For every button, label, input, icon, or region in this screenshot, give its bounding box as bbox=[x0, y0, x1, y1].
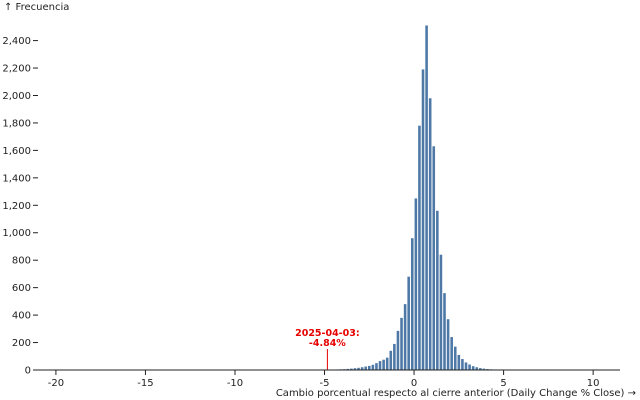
histogram-bar bbox=[371, 364, 375, 370]
histogram-bar bbox=[414, 198, 418, 370]
histogram-bar bbox=[403, 304, 407, 370]
histogram-bar bbox=[346, 368, 350, 370]
histogram-bar bbox=[407, 276, 410, 370]
histogram-bar bbox=[471, 366, 475, 370]
histogram-bar bbox=[375, 363, 378, 370]
histogram-bar bbox=[368, 365, 371, 370]
x-tick-label: -10 bbox=[227, 378, 243, 389]
y-axis-title: ↑ Frecuencia bbox=[4, 2, 69, 13]
y-tick-label: 2,200 bbox=[2, 64, 31, 75]
histogram-bar bbox=[461, 359, 464, 370]
histogram-bar bbox=[360, 367, 364, 370]
histogram-bar bbox=[453, 346, 457, 370]
y-tick-label: 600 bbox=[12, 283, 31, 294]
x-axis-title: Cambio porcentual respecto al cierre ant… bbox=[276, 388, 636, 399]
annotation-date-label: 2025-04-03: bbox=[295, 328, 360, 339]
x-tick-label: 10 bbox=[587, 378, 600, 389]
histogram-bar bbox=[389, 350, 393, 370]
histogram-bar bbox=[385, 357, 389, 370]
y-tick-label: 200 bbox=[12, 338, 31, 349]
histogram-bar bbox=[410, 238, 414, 370]
x-tick-label: 5 bbox=[500, 378, 506, 389]
y-tick-label: 1,000 bbox=[2, 228, 31, 239]
y-tick-label: 1,200 bbox=[2, 201, 31, 212]
x-axis: -20 -15 -10 -5 0 5 10 bbox=[38, 369, 620, 389]
y-tick-label: 400 bbox=[12, 311, 31, 322]
histogram-bar bbox=[421, 69, 425, 370]
histogram-bar bbox=[357, 367, 360, 370]
histogram-bar bbox=[396, 330, 400, 370]
y-tick-label: 0 bbox=[25, 366, 31, 377]
histogram-bar bbox=[450, 337, 453, 370]
x-tick-label: 0 bbox=[411, 378, 417, 389]
histogram-bar bbox=[446, 319, 450, 370]
histogram-bar bbox=[457, 354, 461, 370]
histogram-bar bbox=[400, 317, 403, 370]
histogram-bar bbox=[443, 293, 446, 370]
histogram-bar bbox=[378, 361, 382, 370]
histogram-bar bbox=[475, 367, 479, 370]
histogram-bar bbox=[418, 125, 421, 370]
y-tick-label: 1,600 bbox=[2, 146, 31, 157]
y-tick-label: 1,800 bbox=[2, 118, 31, 129]
annotation-value-label: -4.84% bbox=[309, 338, 346, 349]
histogram-bar bbox=[353, 368, 357, 370]
histogram-bar bbox=[436, 210, 439, 370]
histogram-bars bbox=[45, 25, 607, 371]
histogram-bar bbox=[350, 368, 353, 370]
histogram-bar bbox=[464, 362, 468, 370]
y-tick-label: 800 bbox=[12, 256, 31, 267]
histogram-bar bbox=[364, 366, 368, 370]
date-annotation: 2025-04-03: -4.84% bbox=[295, 328, 360, 370]
x-tick-label: -20 bbox=[48, 378, 64, 389]
y-axis: 0 200 400 600 800 1,000 1,200 1,400 1,600 1,800 2,… bbox=[2, 36, 38, 377]
histogram-bar bbox=[482, 368, 486, 370]
histogram-bar bbox=[479, 368, 482, 370]
histogram-bar bbox=[468, 364, 471, 370]
y-tick-label: 2,000 bbox=[2, 91, 31, 102]
histogram-bar bbox=[439, 254, 443, 370]
y-tick-label: 2,400 bbox=[2, 36, 31, 47]
histogram-bar bbox=[428, 98, 432, 370]
y-tick-label: 1,400 bbox=[2, 173, 31, 184]
histogram-bar bbox=[393, 343, 396, 370]
histogram-bar bbox=[432, 146, 436, 370]
histogram-bar bbox=[425, 25, 428, 370]
histogram-bar bbox=[382, 359, 385, 370]
x-tick-label: -5 bbox=[320, 378, 330, 389]
x-tick-label: -15 bbox=[137, 378, 153, 389]
